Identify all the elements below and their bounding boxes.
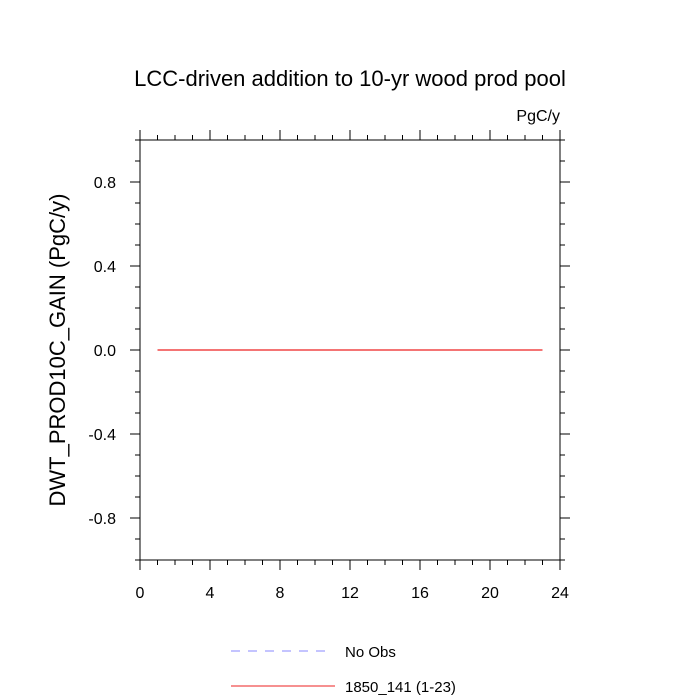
x-tick-label: 12 [341,585,359,602]
y-tick-label: 0.4 [94,259,116,276]
x-tick-label: 16 [411,585,429,602]
y-tick-label: -0.8 [88,511,116,528]
x-tick-label: 4 [206,585,215,602]
x-tick-label: 0 [136,585,145,602]
legend-label-1: 1850_141 (1-23) [345,679,456,696]
axis-ticks [130,130,570,570]
tick-labels: 0 4 8 12 16 20 24 -0.8 -0.4 0.0 0.4 0.8 [88,175,569,602]
y-tick-label: 0.0 [94,343,116,360]
y-tick-label: -0.4 [88,427,116,444]
x-tick-label: 8 [276,585,285,602]
x-tick-label: 20 [481,585,499,602]
y-axis-label: DWT_PROD10C_GAIN (PgC/y) [45,194,70,507]
y-tick-label: 0.8 [94,175,116,192]
legend: No Obs 1850_141 (1-23) [231,644,456,696]
units-label: PgC/y [516,108,560,125]
legend-label-0: No Obs [345,644,396,661]
x-tick-label: 24 [551,585,569,602]
chart-title: LCC-driven addition to 10-yr wood prod p… [134,66,566,91]
